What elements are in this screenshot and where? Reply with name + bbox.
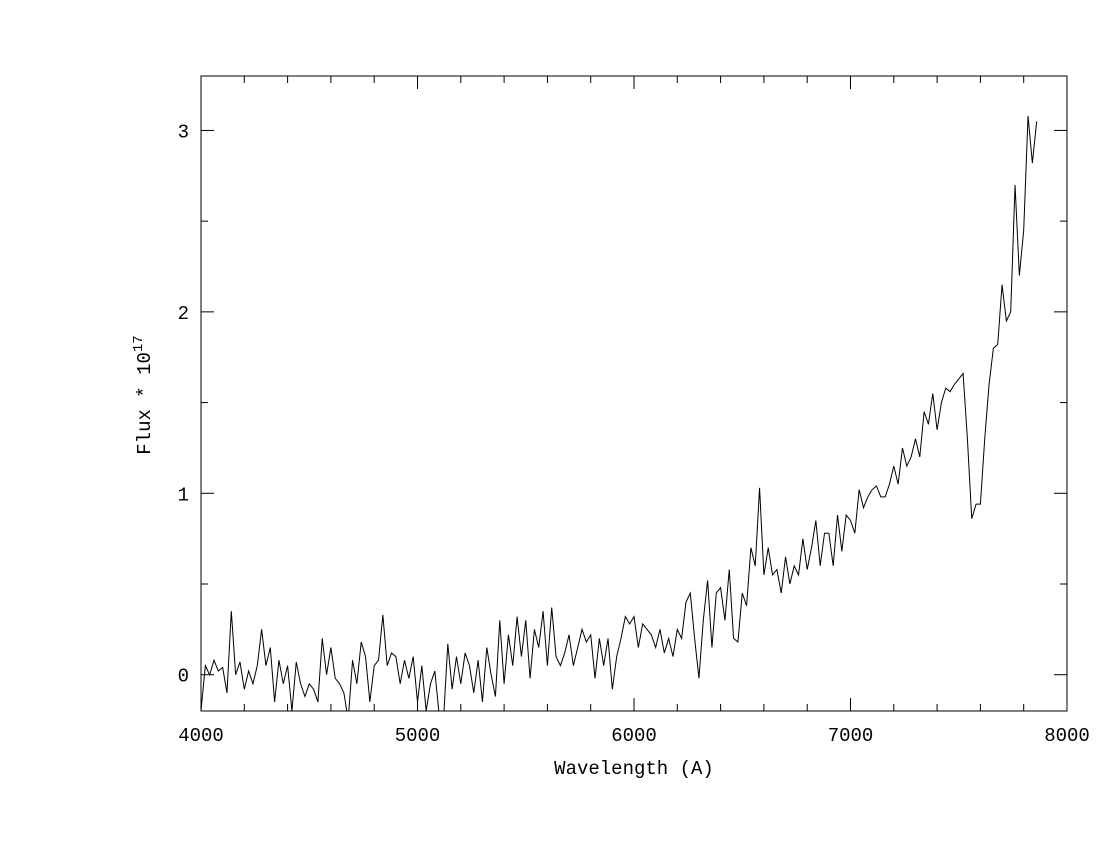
x-tick-label: 7000 bbox=[828, 725, 874, 747]
y-axis-label-text: Flux * 10 bbox=[134, 352, 156, 455]
y-axis-label-exponent: 17 bbox=[131, 335, 147, 352]
spectrum-line bbox=[201, 115, 1038, 711]
y-tick-label: 2 bbox=[178, 303, 189, 325]
y-tick-label: 1 bbox=[178, 484, 189, 506]
y-tick-label: 0 bbox=[178, 666, 189, 688]
y-axis-label: Flux * 1017 bbox=[131, 335, 156, 454]
x-axis-label: Wavelength (A) bbox=[554, 758, 714, 780]
x-tick-label: 6000 bbox=[611, 725, 657, 747]
x-tick-label: 8000 bbox=[1044, 725, 1090, 747]
x-tick-label: 4000 bbox=[178, 725, 224, 747]
x-tick-label: 5000 bbox=[395, 725, 441, 747]
y-tick-label: 3 bbox=[178, 121, 189, 143]
